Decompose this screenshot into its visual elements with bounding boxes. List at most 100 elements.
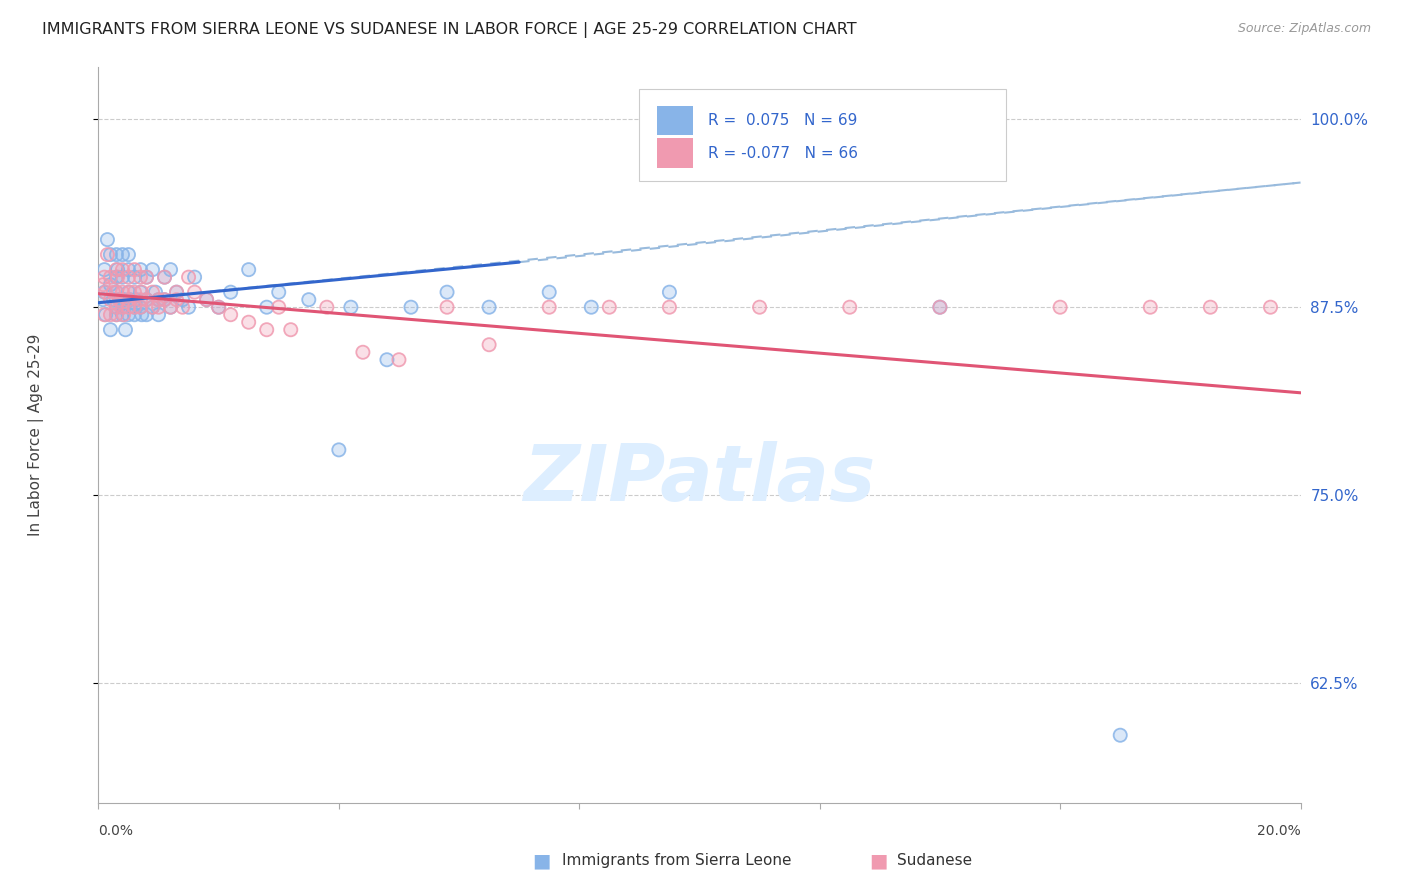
Point <box>538 300 561 314</box>
Point <box>328 442 350 457</box>
Point <box>148 293 170 307</box>
Point <box>94 285 117 300</box>
Point <box>159 262 181 277</box>
Point <box>267 300 290 314</box>
Point <box>177 270 200 285</box>
Point <box>375 352 398 367</box>
Point <box>93 308 115 322</box>
Point <box>145 285 167 300</box>
Point <box>117 262 139 277</box>
Point <box>118 285 141 300</box>
Text: Immigrants from Sierra Leone: Immigrants from Sierra Leone <box>562 854 792 868</box>
Point <box>111 262 134 277</box>
Point <box>219 285 242 300</box>
Point <box>478 300 501 314</box>
Point <box>117 247 139 261</box>
Point <box>238 315 260 329</box>
Point <box>93 308 115 322</box>
Point <box>111 285 134 300</box>
Point <box>1109 728 1132 742</box>
Point <box>111 300 134 314</box>
Point <box>96 247 118 261</box>
Point <box>298 293 321 307</box>
Point <box>111 262 134 277</box>
Point <box>1049 300 1071 314</box>
Point <box>105 300 128 314</box>
Point <box>195 293 218 307</box>
Point <box>315 300 337 314</box>
Point <box>256 323 278 337</box>
Point <box>135 270 157 285</box>
Text: 20.0%: 20.0% <box>1257 824 1301 838</box>
Point <box>105 308 128 322</box>
Point <box>96 233 118 247</box>
Point <box>183 285 205 300</box>
Point <box>141 300 163 314</box>
Point <box>172 300 194 314</box>
Point <box>166 285 188 300</box>
Point <box>124 262 146 277</box>
Point <box>183 270 205 285</box>
Point <box>159 262 181 277</box>
Point <box>100 247 122 261</box>
Point <box>280 323 302 337</box>
Text: IMMIGRANTS FROM SIERRA LEONE VS SUDANESE IN LABOR FORCE | AGE 25-29 CORRELATION : IMMIGRANTS FROM SIERRA LEONE VS SUDANESE… <box>42 22 856 38</box>
Point <box>100 308 122 322</box>
Point <box>352 345 374 359</box>
Point <box>153 293 176 307</box>
Point <box>111 308 134 322</box>
Point <box>135 270 157 285</box>
Point <box>328 442 350 457</box>
Point <box>124 300 146 314</box>
Point <box>1139 300 1161 314</box>
Point <box>124 300 146 314</box>
Point <box>148 293 170 307</box>
Point <box>105 300 128 314</box>
Point <box>112 308 135 322</box>
Point <box>1199 300 1222 314</box>
Point <box>298 293 321 307</box>
Point <box>100 323 122 337</box>
Point <box>148 308 170 322</box>
Point <box>1049 300 1071 314</box>
Point <box>267 285 290 300</box>
Point <box>399 300 422 314</box>
Point <box>117 262 139 277</box>
Point <box>117 308 139 322</box>
Point <box>112 293 135 307</box>
Point <box>929 300 952 314</box>
Point <box>177 300 200 314</box>
Point <box>105 285 128 300</box>
Point <box>100 293 122 307</box>
Point <box>105 308 128 322</box>
FancyBboxPatch shape <box>640 89 1007 181</box>
Point <box>105 308 128 322</box>
Point <box>183 285 205 300</box>
Bar <box>658 106 693 136</box>
Point <box>111 300 134 314</box>
Point <box>91 293 114 307</box>
Point <box>93 285 115 300</box>
Point <box>135 293 157 307</box>
Point <box>135 293 157 307</box>
Point <box>388 352 411 367</box>
Point <box>100 270 122 285</box>
Point <box>256 323 278 337</box>
Point <box>1260 300 1282 314</box>
Point <box>131 308 153 322</box>
Point <box>748 300 770 314</box>
Point <box>135 308 157 322</box>
Point <box>131 308 153 322</box>
Point <box>112 293 135 307</box>
Point <box>929 300 952 314</box>
Point <box>256 300 278 314</box>
Point <box>340 300 363 314</box>
Point <box>129 293 152 307</box>
Point <box>131 285 153 300</box>
Point <box>124 300 146 314</box>
Point <box>100 247 122 261</box>
Point <box>107 270 129 285</box>
Point <box>111 270 134 285</box>
Point <box>172 293 194 307</box>
Point <box>103 285 125 300</box>
